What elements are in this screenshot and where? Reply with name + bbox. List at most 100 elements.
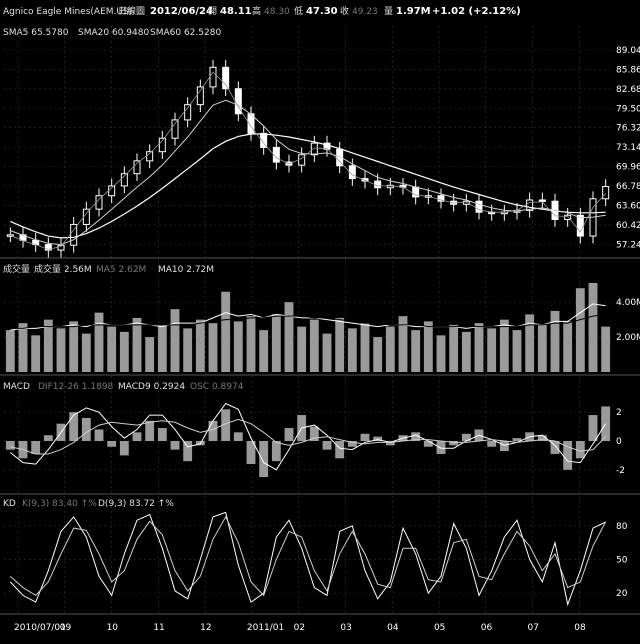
period-label: 日線圖: [118, 5, 145, 17]
date-value: 2012/06/24: [150, 6, 213, 17]
x-tick-label: 06: [481, 623, 493, 633]
osc-bar: [183, 441, 193, 462]
candle-body: [475, 200, 483, 213]
osc-bar: [69, 412, 79, 441]
osc-bar: [461, 433, 471, 441]
candle-body: [361, 178, 369, 182]
volume-bar: [195, 319, 205, 372]
volume-bar: [360, 323, 370, 372]
y-tick-label: 57.24: [616, 240, 640, 250]
volume-bar: [487, 328, 497, 372]
volume-bar: [183, 328, 193, 372]
y-tick-label: 50: [616, 556, 628, 566]
candle-body: [158, 137, 166, 153]
volume-bar: [601, 326, 611, 372]
x-tick-label: 09: [60, 623, 72, 633]
osc-bar: [499, 441, 509, 452]
y-tick-label: 60.42: [616, 221, 640, 231]
volume-bar: [347, 328, 357, 372]
sma60-line: [10, 133, 606, 239]
macd-legend-3: OSC 0.8974: [190, 382, 244, 392]
y-tick-label: 82.68: [616, 85, 640, 95]
close-value: 49.23: [352, 7, 378, 17]
kd-legend-1: K(9,3) 83.40 ↑%: [22, 499, 97, 509]
volume-bar: [423, 321, 433, 372]
open-value: 48.11: [220, 6, 252, 17]
volume-bar: [537, 324, 547, 372]
volume-ma10-line: [10, 313, 606, 329]
volume-bar: [525, 314, 535, 372]
volume-bar: [309, 319, 319, 372]
volume-bar: [284, 302, 294, 372]
candle-body: [602, 186, 610, 200]
x-tick-label: 05: [434, 623, 445, 633]
vol-label: 量: [384, 6, 393, 17]
volume-bar: [132, 317, 142, 372]
macd-legend-0: MACD: [3, 382, 30, 392]
osc-bar: [170, 441, 180, 450]
osc-bar: [487, 441, 497, 447]
high-value: 48.30: [264, 7, 290, 17]
vol-value: 1.97M: [396, 6, 431, 17]
volume-bar: [233, 321, 243, 372]
sma5-line: [10, 71, 606, 250]
y-tick-label: 20: [616, 589, 628, 599]
candle-body: [374, 180, 382, 189]
y-tick-label: 66.78: [616, 182, 640, 192]
stock-name: Agnico Eagle Mines(AEM.US): [3, 7, 132, 17]
osc-bar: [132, 432, 142, 441]
close-label: 收: [340, 5, 349, 17]
volume-bar: [119, 331, 129, 372]
osc-bar: [221, 409, 231, 441]
y-tick-label: 2.00M: [616, 333, 640, 343]
osc-bar: [94, 429, 104, 441]
volume-bar: [69, 321, 79, 372]
dif-line: [9, 402, 607, 471]
volume-bar: [18, 323, 28, 372]
y-tick-label: 85.86: [616, 65, 640, 75]
macd-legend-1: DIF12-26 1.1898: [38, 382, 114, 392]
osc-bar: [119, 441, 129, 456]
x-tick-label: 2010/07/01: [14, 623, 66, 633]
osc-bar: [157, 428, 167, 441]
candle-body: [310, 142, 318, 156]
osc-bar: [31, 441, 41, 454]
osc-bar: [563, 441, 573, 470]
osc-bar: [43, 435, 53, 441]
y-tick-label: -2: [616, 466, 625, 476]
price-legend-1: SMA20 60.9480: [78, 28, 149, 38]
x-tick-label: 08: [574, 623, 586, 633]
osc-bar: [550, 441, 560, 454]
volume-bar: [170, 309, 180, 372]
volume-bar: [474, 323, 484, 372]
volume-legend-2: MA5 2.62M: [96, 265, 146, 275]
candle-body: [336, 148, 344, 167]
volume-bar: [56, 328, 66, 372]
x-tick-label: 03: [340, 623, 351, 633]
volume-bar: [398, 316, 408, 372]
volume-bar: [335, 317, 345, 372]
candle-body: [120, 173, 128, 187]
osc-bar: [145, 420, 155, 441]
candle-body: [209, 66, 217, 88]
open-label: 開: [208, 6, 217, 17]
candle-body: [272, 146, 280, 163]
volume-bar: [449, 324, 459, 372]
y-tick-label: 4.00M: [616, 298, 640, 308]
candle-body: [70, 223, 78, 246]
osc-bar: [322, 441, 332, 450]
y-tick-label: 0: [616, 437, 622, 447]
volume-bar: [145, 337, 155, 372]
volume-bar: [94, 312, 104, 372]
x-tick-label: 07: [527, 623, 538, 633]
osc-bar: [436, 441, 446, 454]
volume-bar: [5, 330, 15, 372]
volume-bar: [297, 326, 307, 372]
volume-bar: [81, 333, 91, 372]
volume-bar: [575, 288, 585, 372]
x-tick-label: 04: [387, 623, 399, 633]
x-tick-label: 11: [153, 623, 164, 633]
candle-body: [260, 132, 268, 148]
osc-bar: [575, 441, 585, 459]
